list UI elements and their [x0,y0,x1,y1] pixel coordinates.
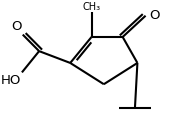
Text: O: O [150,9,160,22]
Text: O: O [11,20,22,33]
Text: CH₃: CH₃ [82,2,101,12]
Text: HO: HO [1,74,21,87]
